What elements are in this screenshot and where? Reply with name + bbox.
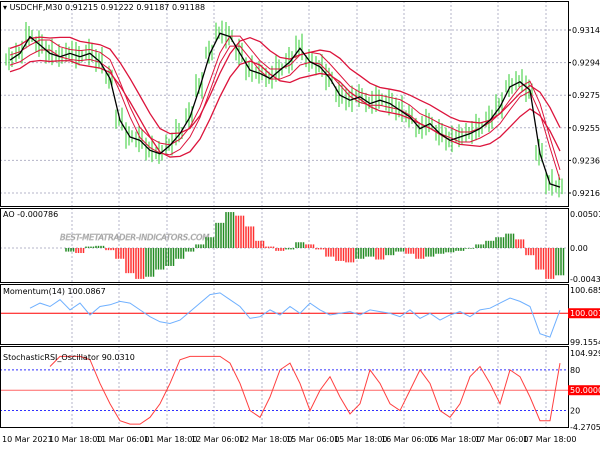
x-tick-label: 12 Mar 18:00: [239, 435, 292, 444]
x-tick-label: 15 Mar 06:00: [286, 435, 339, 444]
y-tick-label: 0.92555: [572, 124, 600, 133]
stoch-tick-label: -4.2705: [570, 423, 600, 432]
ao-tick-label: -0.004342: [570, 275, 600, 284]
dropdown-triangle-icon[interactable]: ▾: [3, 3, 8, 12]
ao-tick-label: 0.00: [570, 244, 588, 253]
x-tick-label: 17 Mar 06:00: [475, 435, 528, 444]
high-value: 0.91222: [100, 3, 134, 12]
inner-upper-band-line: [9, 35, 561, 171]
x-tick-label: 11 Mar 18:00: [144, 435, 197, 444]
price-line: [9, 32, 561, 188]
stoch-tick-label: 50.0000: [570, 386, 600, 395]
stoch-line: [49, 355, 561, 425]
momentum-min-label: 99.1554: [570, 338, 600, 347]
symbol-header: ▾ USDCHF,M30 0.91215 0.91222 0.91187 0.9…: [3, 3, 205, 12]
x-tick-label: 15 Mar 18:00: [334, 435, 387, 444]
open-value: 0.91215: [65, 3, 99, 12]
stoch-pane: [0, 355, 568, 425]
grid: [0, 1, 568, 428]
low-value: 0.91187: [136, 3, 170, 12]
momentum-title: Momentum(14) 100.0867: [3, 287, 106, 296]
momentum-level-label: 100.0013: [570, 309, 600, 318]
momentum-max-label: 100.6852: [570, 286, 600, 295]
x-tick-label: 10 Mar 2021: [2, 435, 53, 444]
y-tick-label: 0.92165: [572, 189, 600, 198]
x-tick-label: 16 Mar 06:00: [381, 435, 434, 444]
ao-pane: [0, 212, 568, 279]
y-tick-label: 0.92945: [572, 59, 600, 68]
watermark: BEST-METATRADER-INDICATORS.COM: [60, 233, 209, 242]
stoch-title: StochasticRSI_Oscillator 90.0310: [3, 353, 135, 362]
x-tick-label: 11 Mar 06:00: [96, 435, 149, 444]
main-border: [0, 1, 569, 207]
stoch-tick-label: 80: [570, 366, 580, 375]
stoch-level-badge: [568, 385, 600, 396]
ao-border: [0, 208, 569, 283]
x-tick-label: 17 Mar 18:00: [523, 435, 576, 444]
momentum-line: [29, 292, 561, 338]
close-value: 0.91188: [171, 3, 206, 12]
x-tick-label: 12 Mar 06:00: [191, 435, 244, 444]
price-pane: [5, 20, 563, 198]
upper-band-line: [9, 36, 561, 135]
stoch-tick-label: 104.9298: [570, 349, 600, 358]
momentum-level-badge: [568, 308, 600, 319]
symbol-label: USDCHF,M30: [9, 3, 63, 12]
lower-band-line: [9, 59, 561, 158]
ao-tick-label: 0.00501: [570, 210, 600, 219]
x-tick-label: 10 Mar 18:00: [49, 435, 102, 444]
x-tick-label: 16 Mar 18:00: [428, 435, 481, 444]
momentum-pane: [0, 292, 568, 338]
stoch-tick-label: 20: [570, 407, 580, 416]
ao-title: AO -0.000786: [3, 210, 59, 219]
